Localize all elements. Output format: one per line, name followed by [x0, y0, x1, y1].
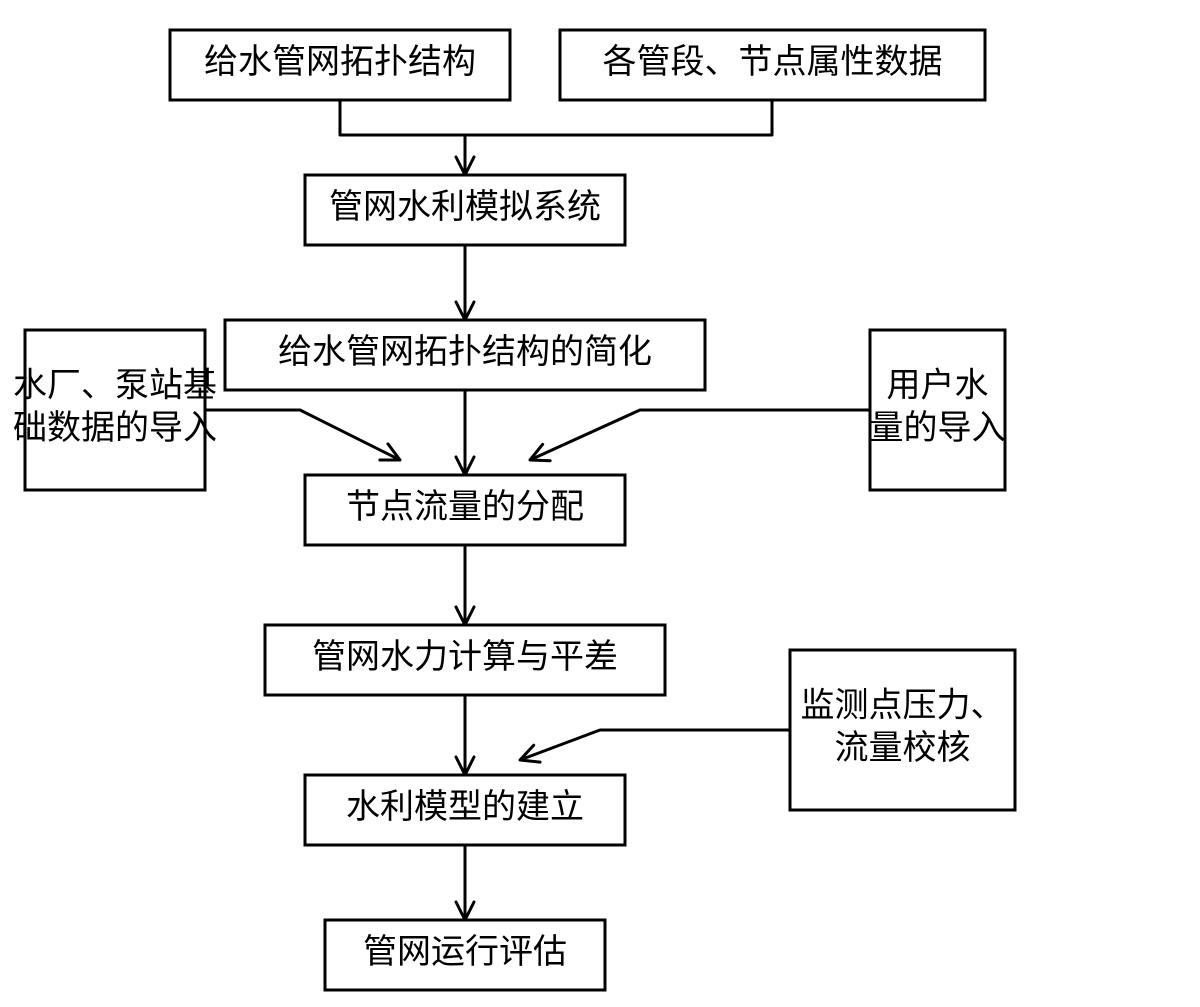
node-label: 水利模型的建立 [346, 788, 584, 826]
node-label: 给水管网拓扑结构的简化 [278, 333, 652, 371]
node-n_calc: 管网水力计算与平差 [265, 625, 665, 695]
node-label: 管网水利模拟系统 [329, 188, 601, 226]
node-label: 水厂、泵站基 [13, 367, 217, 405]
node-label: 给水管网拓扑结构 [204, 43, 476, 81]
node-label: 流量校核 [835, 729, 971, 767]
node-n_alloc: 节点流量的分配 [305, 475, 625, 545]
node-n_eval: 管网运行评估 [325, 920, 605, 990]
node-label: 用户水 [887, 367, 989, 405]
node-label: 础数据的导入 [13, 409, 217, 447]
node-n_monitor: 监测点压力、流量校核 [790, 650, 1015, 810]
node-label: 管网运行评估 [363, 933, 567, 971]
node-n_left_in: 水厂、泵站基础数据的导入 [13, 330, 217, 490]
node-label: 量的导入 [870, 409, 1006, 447]
node-label: 监测点压力、 [801, 687, 1005, 725]
node-n_sim: 管网水利模拟系统 [305, 175, 625, 245]
node-n_simplify: 给水管网拓扑结构的简化 [225, 320, 705, 390]
node-n_top_right: 各管段、节点属性数据 [560, 30, 985, 100]
node-label: 各管段、节点属性数据 [603, 43, 943, 81]
node-label: 节点流量的分配 [346, 488, 584, 526]
node-n_right_in: 用户水量的导入 [870, 330, 1006, 490]
node-n_model: 水利模型的建立 [305, 775, 625, 845]
node-n_top_left: 给水管网拓扑结构 [170, 30, 510, 100]
node-label: 管网水力计算与平差 [312, 638, 618, 676]
